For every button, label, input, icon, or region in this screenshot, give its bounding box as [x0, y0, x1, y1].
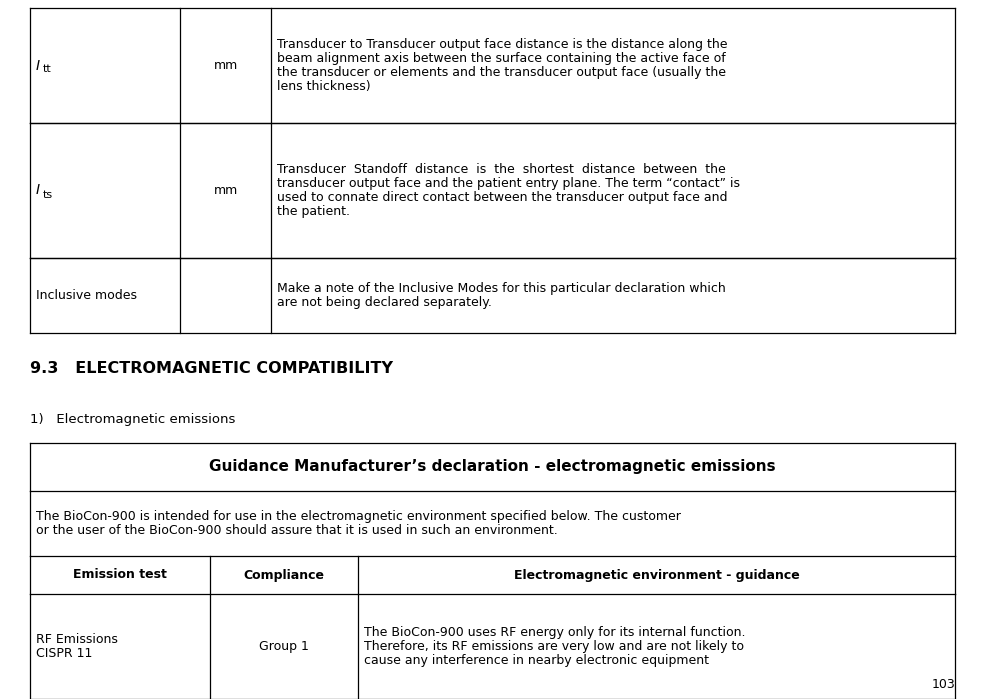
Text: Emission test: Emission test — [73, 568, 166, 582]
Text: used to connate direct contact between the transducer output face and: used to connate direct contact between t… — [277, 191, 727, 204]
Text: Electromagnetic environment - guidance: Electromagnetic environment - guidance — [513, 568, 800, 582]
Text: the transducer or elements and the transducer output face (usually the: the transducer or elements and the trans… — [277, 66, 726, 79]
Text: ts: ts — [42, 189, 52, 199]
Text: Transducer  Standoff  distance  is  the  shortest  distance  between  the: Transducer Standoff distance is the shor… — [277, 163, 726, 176]
Text: beam alignment axis between the surface containing the active face of: beam alignment axis between the surface … — [277, 52, 726, 65]
Text: I: I — [35, 184, 39, 198]
Text: the patient.: the patient. — [277, 205, 350, 218]
Text: transducer output face and the patient entry plane. The term “contact” is: transducer output face and the patient e… — [277, 177, 740, 190]
Text: lens thickness): lens thickness) — [277, 80, 370, 93]
Text: I: I — [35, 59, 39, 73]
Text: The BioCon-900 is intended for use in the electromagnetic environment specified : The BioCon-900 is intended for use in th… — [35, 510, 681, 523]
Text: Transducer to Transducer output face distance is the distance along the: Transducer to Transducer output face dis… — [277, 38, 727, 51]
Text: Guidance Manufacturer’s declaration - electromagnetic emissions: Guidance Manufacturer’s declaration - el… — [209, 459, 776, 475]
Text: or the user of the BioCon-900 should assure that it is used in such an environme: or the user of the BioCon-900 should ass… — [35, 524, 558, 537]
Text: 1)   Electromagnetic emissions: 1) Electromagnetic emissions — [30, 413, 235, 426]
Text: Inclusive modes: Inclusive modes — [35, 289, 137, 302]
Text: RF Emissions: RF Emissions — [35, 633, 117, 646]
Text: CISPR 11: CISPR 11 — [35, 647, 92, 660]
Text: mm: mm — [214, 59, 237, 72]
Text: Group 1: Group 1 — [259, 640, 308, 653]
Text: 9.3   ELECTROMAGNETIC COMPATIBILITY: 9.3 ELECTROMAGNETIC COMPATIBILITY — [30, 361, 393, 376]
Text: 103: 103 — [932, 678, 955, 691]
Text: tt: tt — [42, 64, 51, 75]
Text: cause any interference in nearby electronic equipment: cause any interference in nearby electro… — [363, 654, 708, 667]
Text: The BioCon-900 uses RF energy only for its internal function.: The BioCon-900 uses RF energy only for i… — [363, 626, 745, 639]
Text: mm: mm — [214, 184, 237, 197]
Text: Compliance: Compliance — [243, 568, 324, 582]
Text: Make a note of the Inclusive Modes for this particular declaration which: Make a note of the Inclusive Modes for t… — [277, 282, 726, 295]
Text: are not being declared separately.: are not being declared separately. — [277, 296, 492, 309]
Text: Therefore, its RF emissions are very low and are not likely to: Therefore, its RF emissions are very low… — [363, 640, 744, 653]
